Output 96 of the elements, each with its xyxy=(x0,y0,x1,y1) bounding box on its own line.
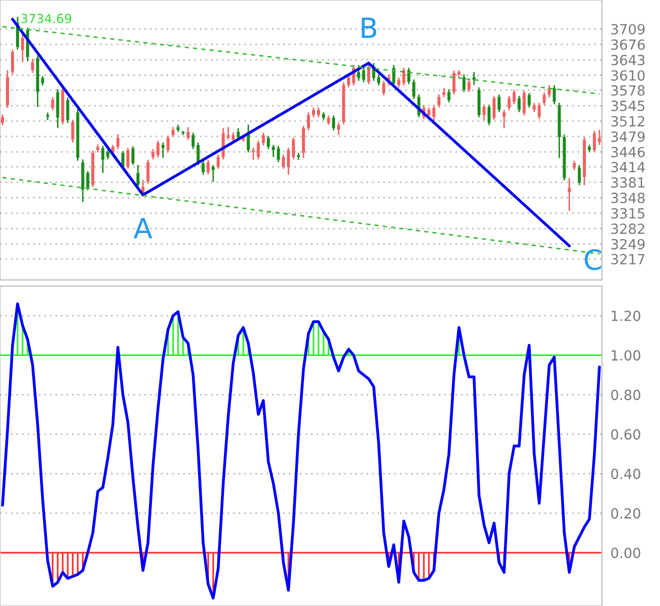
candlestick xyxy=(407,67,410,85)
candlestick xyxy=(598,129,601,146)
candlestick xyxy=(502,109,506,129)
candlestick xyxy=(282,154,285,170)
candlestick xyxy=(41,75,44,86)
candlestick xyxy=(276,145,280,163)
candlestick xyxy=(176,124,180,132)
candlestick xyxy=(397,76,400,88)
candlestick xyxy=(442,87,446,98)
candlestick xyxy=(36,54,40,108)
candlestick xyxy=(572,160,576,171)
candlestick xyxy=(402,67,406,86)
annotation: 3734.69 xyxy=(21,14,72,24)
candlestick xyxy=(131,146,134,166)
candlestick xyxy=(192,132,195,150)
candlestick xyxy=(252,147,255,161)
candlestick xyxy=(342,82,346,126)
y-tick-label: 3348 xyxy=(611,192,645,204)
y-tick-label: 1.00 xyxy=(612,350,640,361)
candlestick xyxy=(186,126,190,140)
annotation: A xyxy=(134,218,152,238)
candlestick xyxy=(588,144,591,153)
y-tick-label: 3217 xyxy=(611,254,644,264)
y-tick-label: 3545 xyxy=(611,100,644,112)
candlestick xyxy=(81,158,84,203)
candlestick xyxy=(46,112,50,121)
annotation: C xyxy=(584,249,602,270)
candlestick xyxy=(126,147,130,170)
candlestick xyxy=(528,92,531,108)
candlestick xyxy=(552,84,556,105)
candlestick xyxy=(437,94,440,108)
candlestick xyxy=(286,147,290,176)
candlestick xyxy=(262,132,265,146)
candlestick xyxy=(562,134,566,182)
y-tick-label: 0.20 xyxy=(611,508,640,519)
candlestick xyxy=(116,133,120,150)
candlestick xyxy=(492,95,496,121)
candlestick xyxy=(532,102,536,113)
candlestick xyxy=(91,150,94,188)
y-tick-label: 0.40 xyxy=(611,468,640,480)
candlestick xyxy=(522,90,526,116)
candlestick xyxy=(272,144,275,158)
y-tick-label: 0.60 xyxy=(611,429,640,440)
candlestick xyxy=(508,95,511,111)
candlestick xyxy=(538,102,541,120)
candlestick xyxy=(488,104,491,126)
y-tick-label: 3479 xyxy=(611,131,645,142)
candlestick xyxy=(212,164,215,183)
candlestick xyxy=(292,136,295,160)
candlestick xyxy=(382,80,386,96)
candlestick xyxy=(226,126,230,140)
y-tick-label: 0.00 xyxy=(611,548,640,558)
y-tick-label: 3676 xyxy=(611,39,645,50)
candlestick xyxy=(412,78,416,100)
candlestick xyxy=(518,95,521,113)
candlestick xyxy=(592,130,596,153)
candlestick xyxy=(56,88,60,129)
y-tick-label: 3709 xyxy=(611,24,645,34)
candlestick xyxy=(447,88,450,104)
y-tick-label: 1.20 xyxy=(612,310,640,322)
line-series xyxy=(1,302,601,600)
candlestick xyxy=(548,84,551,98)
candlestick xyxy=(578,164,581,186)
annotation: B xyxy=(362,18,376,38)
candlestick xyxy=(512,89,516,105)
candlestick xyxy=(101,145,104,174)
candlestick xyxy=(558,102,561,159)
candlestick xyxy=(216,154,220,170)
y-tick-label: 3446 xyxy=(611,146,645,158)
candlestick xyxy=(31,58,34,74)
y-tick-label: 3282 xyxy=(611,224,644,234)
y-tick-label: 3512 xyxy=(611,116,644,127)
candlestick xyxy=(106,149,110,160)
candlestick xyxy=(498,94,501,113)
candlestick xyxy=(332,114,336,132)
candlestick xyxy=(66,96,70,124)
candlestick xyxy=(51,96,54,111)
candlestick xyxy=(568,177,571,212)
candlestick xyxy=(542,92,546,106)
candlestick xyxy=(96,144,100,154)
y-tick-label: 3578 xyxy=(611,85,645,96)
candlestick xyxy=(206,159,210,176)
candlestick xyxy=(377,74,380,86)
y-tick-label: 0.80 xyxy=(611,390,640,400)
candlestick xyxy=(71,118,74,144)
candlestick xyxy=(432,104,436,122)
candlestick xyxy=(266,135,270,150)
y-tick-label: 3381 xyxy=(611,177,644,188)
candlestick xyxy=(256,140,260,160)
candlestick xyxy=(337,122,340,136)
y-tick-label: 3414 xyxy=(611,162,645,172)
y-tick-label: 3249 xyxy=(611,238,645,250)
candlestick xyxy=(582,136,586,186)
y-tick-label: 3610 xyxy=(611,70,645,81)
y-tick-label: 3315 xyxy=(611,208,644,219)
y-tick-label: 3643 xyxy=(611,54,644,66)
